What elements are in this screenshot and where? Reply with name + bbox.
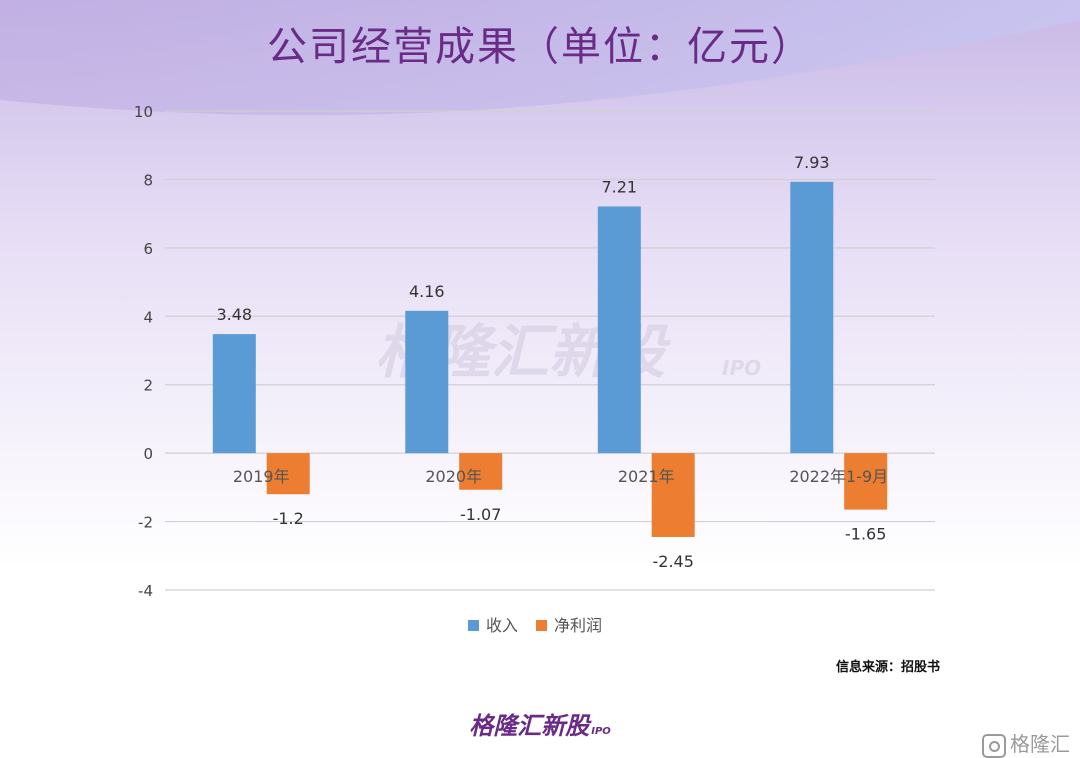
y-tick-label: -2 xyxy=(138,514,153,532)
x-tick-label: 2019年 xyxy=(233,467,290,486)
legend-label: 净利润 xyxy=(554,616,602,635)
corner-logo: 格隆汇 xyxy=(982,728,1070,758)
data-label: -1.07 xyxy=(460,505,501,524)
data-label: 3.48 xyxy=(216,305,252,324)
legend-swatch-revenue xyxy=(468,620,479,631)
x-tick-label: 2022年1-9月 xyxy=(789,467,888,486)
x-tick-label: 2020年 xyxy=(425,467,482,486)
y-tick-label: 2 xyxy=(143,377,153,395)
bar-net-profit xyxy=(266,453,310,495)
data-label: -1.65 xyxy=(845,525,886,544)
data-label: 7.93 xyxy=(794,153,830,172)
bar-net-profit xyxy=(844,453,888,510)
brand-sub: IPO xyxy=(591,726,611,737)
data-label: -1.2 xyxy=(273,509,304,528)
page-title: 公司经营成果（单位：亿元） xyxy=(267,24,813,70)
y-tick-label: 4 xyxy=(143,308,153,326)
data-label: 4.16 xyxy=(409,282,445,301)
y-tick-label: 10 xyxy=(134,103,153,121)
legend-label: 收入 xyxy=(486,616,518,635)
bar-net-profit xyxy=(459,453,503,490)
data-label: -2.45 xyxy=(652,552,693,571)
brand-text: 格隆汇新股 xyxy=(469,712,590,740)
bar-net-profit xyxy=(651,453,695,537)
bar-revenue xyxy=(790,181,834,454)
corner-logo-text: 格隆汇 xyxy=(1010,732,1070,756)
bar-revenue xyxy=(212,334,256,454)
y-tick-label: 0 xyxy=(143,445,153,463)
y-tick-label: 8 xyxy=(143,171,153,189)
watermark-sub: IPO xyxy=(722,356,761,380)
y-tick-label: 6 xyxy=(143,240,153,258)
data-label: 7.21 xyxy=(601,177,637,196)
bar-revenue xyxy=(597,206,641,454)
source-note: 信息来源：招股书 xyxy=(835,660,940,675)
x-tick-label: 2021年 xyxy=(618,467,675,486)
brand-logo: 格隆汇新股 IPO xyxy=(0,706,1080,741)
bar-revenue xyxy=(405,310,449,454)
legend-swatch-net-profit xyxy=(536,620,547,631)
gelonghui-logo-icon xyxy=(982,733,1006,758)
y-tick-label: -4 xyxy=(138,582,153,600)
